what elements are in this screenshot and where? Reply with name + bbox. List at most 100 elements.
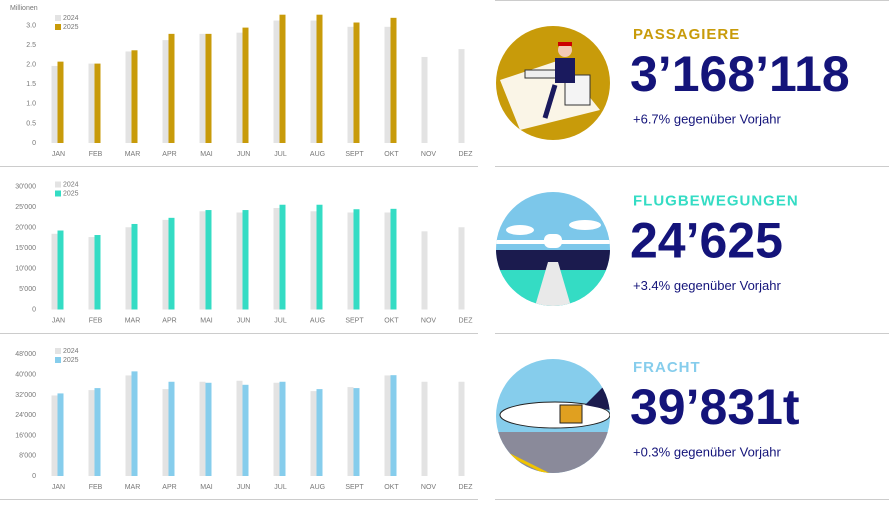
bar xyxy=(125,227,132,310)
bar xyxy=(88,237,95,310)
bar xyxy=(162,219,169,310)
bar xyxy=(162,389,169,476)
bar xyxy=(353,209,360,310)
bar xyxy=(310,20,317,143)
panel-change: +6.7% gegenüber Vorjahr xyxy=(633,111,781,126)
bar xyxy=(316,14,323,143)
bar xyxy=(94,388,101,476)
x-tick-label: NOV xyxy=(421,151,437,158)
bar xyxy=(57,393,64,476)
x-tick-label: OKT xyxy=(384,151,399,158)
panel-value: 39’831t xyxy=(630,379,800,435)
bar xyxy=(125,51,132,143)
x-tick-label: JAN xyxy=(52,151,65,158)
bar xyxy=(421,56,428,143)
bar xyxy=(236,32,243,144)
bar xyxy=(458,49,465,143)
bar xyxy=(125,375,132,476)
bar xyxy=(279,204,286,310)
panel-value: 24’625 xyxy=(630,213,783,269)
bar xyxy=(94,235,101,310)
x-tick-label: JUL xyxy=(274,484,287,491)
y-tick-label: 15'000 xyxy=(15,245,36,252)
x-tick-label: AUG xyxy=(310,317,325,324)
x-tick-label: MAI xyxy=(200,151,213,158)
x-tick-label: MAI xyxy=(200,484,213,491)
x-tick-label: MAI xyxy=(200,317,213,324)
bar xyxy=(162,40,169,143)
bar xyxy=(242,210,249,310)
bar xyxy=(390,375,397,476)
aircraft-illustration xyxy=(496,192,610,306)
bar xyxy=(88,63,95,144)
y-tick-label: 24'000 xyxy=(15,412,36,419)
x-tick-label: JUN xyxy=(237,317,251,324)
bar xyxy=(384,212,391,310)
y-tick-label: 40'000 xyxy=(15,372,36,379)
x-tick-label: FEB xyxy=(89,484,103,491)
bar xyxy=(205,210,212,310)
bar xyxy=(199,211,206,310)
legend-label: 2024 xyxy=(63,181,79,188)
bar xyxy=(51,65,58,143)
passenger-illustration xyxy=(496,26,610,140)
legend-swatch xyxy=(55,190,61,197)
x-tick-label: JUL xyxy=(274,317,287,324)
x-tick-label: SEPT xyxy=(345,317,364,324)
x-tick-label: JUN xyxy=(237,151,251,158)
y-tick-label: 1.0 xyxy=(26,101,36,108)
y-tick-label: 8'000 xyxy=(19,453,36,460)
bar xyxy=(273,208,280,310)
bar xyxy=(279,14,286,143)
bar xyxy=(131,223,138,310)
x-tick-label: NOV xyxy=(421,484,437,491)
bar xyxy=(57,61,64,143)
bar xyxy=(57,230,64,310)
bar xyxy=(88,390,95,476)
x-tick-label: JAN xyxy=(52,317,65,324)
bar xyxy=(205,33,212,143)
bar xyxy=(94,63,101,144)
bar xyxy=(353,388,360,476)
bar xyxy=(273,382,280,476)
legend-swatch xyxy=(55,357,61,363)
legend-swatch xyxy=(55,181,61,188)
bar xyxy=(347,212,354,310)
x-tick-label: APR xyxy=(162,151,176,158)
x-tick-label: SEPT xyxy=(345,151,364,158)
y-tick-label: 16'000 xyxy=(15,432,36,439)
bar xyxy=(316,204,323,310)
bar xyxy=(273,20,280,143)
x-tick-label: JUN xyxy=(237,484,251,491)
legend-swatch xyxy=(55,24,61,30)
bar xyxy=(168,381,175,476)
y-tick-label: 0 xyxy=(32,473,36,480)
x-tick-label: DEZ xyxy=(459,317,474,324)
bar xyxy=(384,375,391,476)
y-tick-label: 10'000 xyxy=(15,265,36,272)
panel-value: 3’168’118 xyxy=(630,46,850,102)
x-tick-label: MAR xyxy=(125,317,141,324)
legend-swatch xyxy=(55,348,61,354)
panel-title: PASSAGIERE xyxy=(633,26,740,43)
x-tick-label: MAR xyxy=(125,151,141,158)
x-tick-label: DEZ xyxy=(459,151,474,158)
bar xyxy=(168,217,175,310)
x-tick-label: DEZ xyxy=(459,484,474,491)
bar xyxy=(236,212,243,310)
bar xyxy=(347,26,354,144)
bar xyxy=(458,227,465,310)
bar xyxy=(131,50,138,143)
y-tick-label: 25'000 xyxy=(15,204,36,211)
x-tick-label: AUG xyxy=(310,484,325,491)
bar xyxy=(347,387,354,476)
panel-title: FRACHT xyxy=(633,359,701,376)
y-tick-label: 3.0 xyxy=(26,22,36,29)
panel-title: FLUGBEWEGUNGEN xyxy=(633,192,799,209)
legend-label: 2025 xyxy=(63,24,79,31)
legend-label: 2024 xyxy=(63,15,79,22)
cargo-illustration xyxy=(496,359,610,473)
bar xyxy=(390,208,397,310)
bar xyxy=(310,391,317,476)
